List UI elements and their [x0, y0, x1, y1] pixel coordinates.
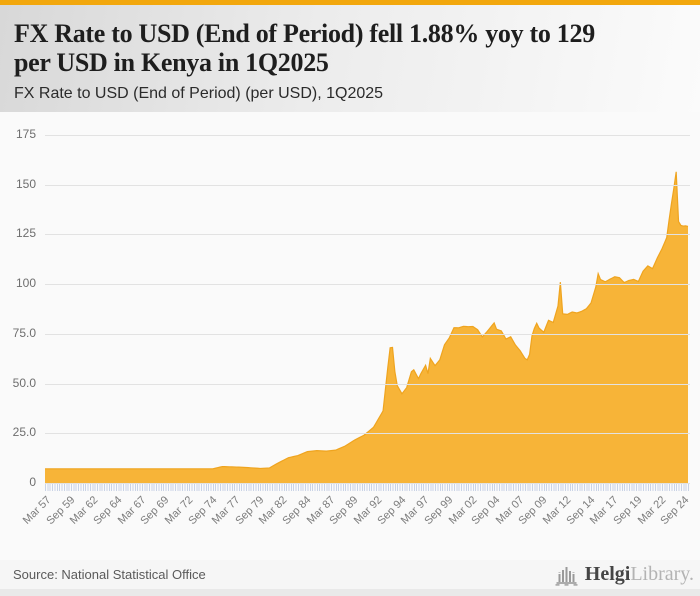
gridline-y-25	[45, 433, 690, 435]
gridline-y-0	[45, 483, 690, 484]
chart-area: 175 150 125 100 75.0 50.0 25.0 0 Mar 57 Sep 59 Ma…	[0, 112, 700, 560]
helgi-logo-icon	[555, 566, 578, 586]
y-axis-label: 175	[15, 127, 36, 141]
y-axis-label: 25.0	[12, 425, 36, 440]
top-accent-bar	[0, 0, 700, 5]
fx-rate-area-series	[45, 171, 689, 483]
y-axis-label: 0	[29, 475, 36, 489]
y-axis-label: 75.0	[12, 325, 36, 340]
source-note: Source: National Statistical Office	[13, 567, 206, 582]
area-fill-path	[45, 171, 688, 483]
helgi-library-logo[interactable]: HelgiLibrary.	[555, 563, 694, 586]
series-line-path	[45, 171, 689, 470]
gridline-y-50	[45, 383, 690, 385]
y-axis-label: 125	[15, 226, 36, 241]
gridline-y-75	[45, 333, 690, 335]
chart-subtitle: FX Rate to USD (End of Period) (per USD)…	[14, 85, 384, 102]
y-axis-label: 150	[15, 176, 36, 191]
gridline-y-175	[45, 135, 690, 136]
chart-headline-line2: per USD in Kenya in 1Q2025	[14, 48, 329, 77]
gridline-y-100	[45, 284, 690, 286]
header: FX Rate to USD (End of Period) fell 1.88…	[0, 5, 700, 112]
gridline-y-125	[45, 234, 690, 236]
x-axis-tick-band	[45, 483, 689, 491]
plot-area	[45, 135, 690, 491]
chart-headline-line1: FX Rate to USD (End of Period) fell 1.88…	[14, 19, 595, 48]
footer: Source: National Statistical Office	[0, 560, 700, 596]
gridline-y-150	[45, 184, 690, 186]
y-axis-label: 50.0	[12, 375, 36, 390]
logo-text-library: Library.	[630, 563, 694, 585]
y-axis-label: 100	[15, 276, 36, 291]
bottom-strip	[0, 589, 700, 596]
logo-text-helgi: Helgi	[584, 563, 631, 585]
